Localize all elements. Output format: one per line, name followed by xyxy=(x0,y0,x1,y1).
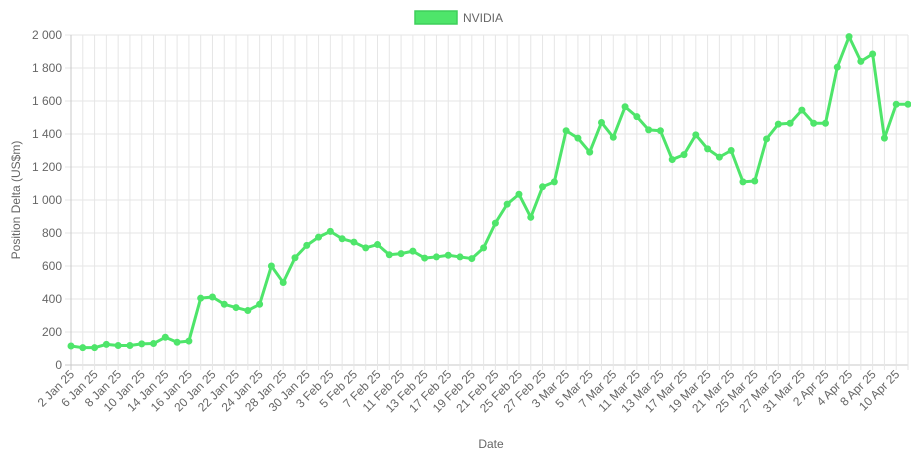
grid-lines xyxy=(65,34,909,370)
data-point[interactable] xyxy=(668,156,676,164)
data-point[interactable] xyxy=(267,262,275,270)
y-tick-label: 0 xyxy=(55,358,62,372)
data-point[interactable] xyxy=(810,119,818,127)
data-point[interactable] xyxy=(67,342,75,350)
data-point[interactable] xyxy=(880,134,888,142)
data-point[interactable] xyxy=(774,120,782,128)
data-point[interactable] xyxy=(468,255,476,263)
series-line-nvidia xyxy=(69,35,910,350)
data-point[interactable] xyxy=(150,340,158,348)
y-axis-ticks: 0 200 400 600 800 1 000 1 200 1 400 1 600 1 800 2 … xyxy=(32,28,62,372)
data-point[interactable] xyxy=(869,50,877,58)
data-point[interactable] xyxy=(126,342,134,350)
data-point[interactable] xyxy=(102,340,110,348)
y-axis-label: Position Delta (US$m) xyxy=(9,141,23,260)
data-point[interactable] xyxy=(315,233,323,241)
y-tick-label: 1 200 xyxy=(32,160,62,174)
data-point[interactable] xyxy=(586,148,594,156)
data-point[interactable] xyxy=(857,57,865,65)
data-point[interactable] xyxy=(421,254,429,262)
data-point[interactable] xyxy=(232,304,240,312)
data-point[interactable] xyxy=(456,253,464,261)
data-point[interactable] xyxy=(244,307,252,315)
data-point[interactable] xyxy=(527,213,535,221)
data-point[interactable] xyxy=(338,235,346,243)
data-point[interactable] xyxy=(161,333,169,341)
data-point[interactable] xyxy=(539,183,547,191)
data-point[interactable] xyxy=(904,100,911,108)
data-point[interactable] xyxy=(397,250,405,258)
data-point[interactable] xyxy=(704,145,712,153)
data-point[interactable] xyxy=(645,126,653,134)
data-point[interactable] xyxy=(727,147,735,154)
data-point[interactable] xyxy=(480,244,488,252)
data-point[interactable] xyxy=(739,178,747,186)
legend[interactable]: NVIDIA xyxy=(414,10,503,25)
y-tick-label: 800 xyxy=(42,226,62,240)
data-point[interactable] xyxy=(197,294,205,302)
data-point[interactable] xyxy=(680,151,688,159)
data-point[interactable] xyxy=(208,293,216,301)
data-point[interactable] xyxy=(173,338,181,346)
y-tick-label: 1 400 xyxy=(32,127,62,141)
data-point[interactable] xyxy=(633,113,641,121)
data-point[interactable] xyxy=(91,344,99,352)
data-point[interactable] xyxy=(350,238,358,246)
data-point[interactable] xyxy=(751,177,759,185)
data-point[interactable] xyxy=(326,227,334,235)
y-tick-label: 400 xyxy=(42,292,62,306)
data-point[interactable] xyxy=(798,106,806,114)
data-point[interactable] xyxy=(574,134,582,142)
data-point[interactable] xyxy=(444,251,452,259)
data-point[interactable] xyxy=(279,279,287,286)
data-point[interactable] xyxy=(185,337,193,345)
data-point[interactable] xyxy=(550,178,558,186)
data-point[interactable] xyxy=(256,300,264,308)
data-point[interactable] xyxy=(821,119,829,127)
data-point[interactable] xyxy=(656,127,664,135)
data-point[interactable] xyxy=(409,247,417,255)
data-point[interactable] xyxy=(609,133,617,141)
y-tick-label: 200 xyxy=(42,325,62,339)
data-point[interactable] xyxy=(291,254,299,262)
data-point[interactable] xyxy=(503,200,511,208)
data-point[interactable] xyxy=(220,300,228,308)
data-point[interactable] xyxy=(892,100,900,108)
data-point[interactable] xyxy=(845,33,853,41)
data-point[interactable] xyxy=(79,344,87,352)
data-point[interactable] xyxy=(362,244,370,252)
x-axis-label: Date xyxy=(478,437,504,451)
data-point[interactable] xyxy=(432,253,440,261)
data-point[interactable] xyxy=(715,153,723,161)
data-point[interactable] xyxy=(138,340,146,348)
data-point[interactable] xyxy=(491,219,499,227)
data-point[interactable] xyxy=(385,251,393,259)
data-point[interactable] xyxy=(763,135,771,143)
y-tick-label: 1 800 xyxy=(32,61,62,75)
data-point[interactable] xyxy=(833,63,841,71)
data-point[interactable] xyxy=(597,118,605,126)
legend-swatch xyxy=(414,10,458,25)
y-tick-label: 2 000 xyxy=(32,28,62,42)
series-layer xyxy=(67,33,911,352)
data-point[interactable] xyxy=(515,190,523,198)
data-point[interactable] xyxy=(114,342,122,350)
y-tick-label: 1 000 xyxy=(32,193,62,207)
data-point[interactable] xyxy=(692,131,700,139)
data-point[interactable] xyxy=(374,241,382,249)
data-point[interactable] xyxy=(621,103,629,111)
y-tick-label: 600 xyxy=(42,259,62,273)
y-tick-label: 1 600 xyxy=(32,94,62,108)
data-point[interactable] xyxy=(786,119,794,127)
data-point[interactable] xyxy=(303,241,311,249)
legend-label: NVIDIA xyxy=(463,11,503,25)
data-point[interactable] xyxy=(562,127,570,135)
